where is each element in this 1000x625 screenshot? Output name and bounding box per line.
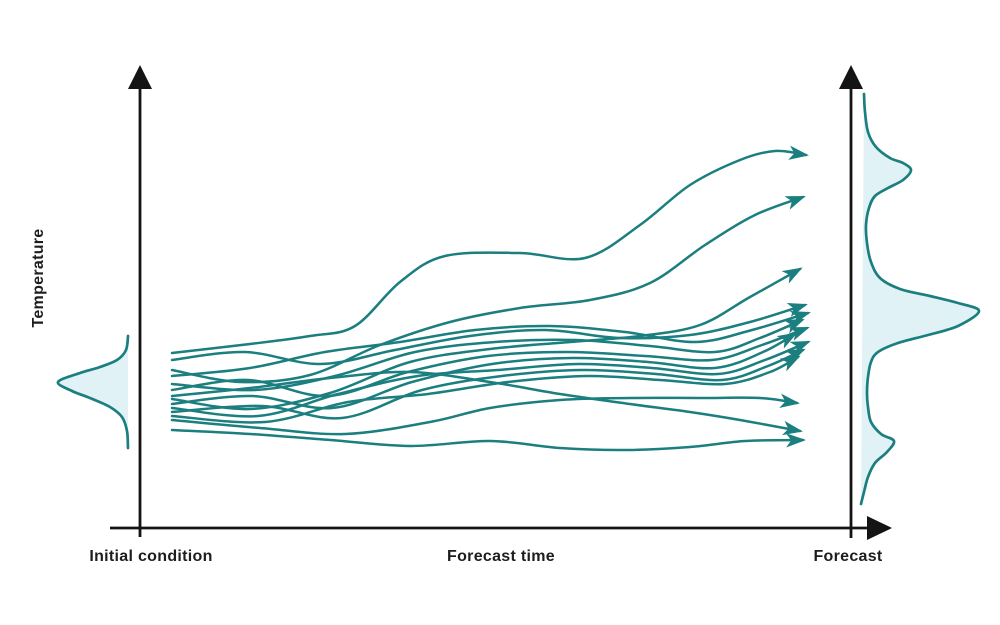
ensemble-member-2	[170, 195, 806, 384]
x-axis-label-forecast-time: Forecast time	[447, 548, 555, 565]
arrow-right-icon	[867, 516, 892, 540]
ensemble-member-7	[170, 326, 810, 398]
ensemble-member-4	[170, 303, 808, 366]
probability-distributions	[56, 92, 981, 506]
ensemble-member-1	[170, 145, 809, 355]
ensemble-member-14	[170, 428, 806, 452]
initial-distribution-fill	[57, 336, 128, 448]
y-axis-label: Temperature	[30, 228, 47, 328]
x-axis-label-forecast: Forecast	[813, 548, 883, 565]
ensemble-member-11	[170, 355, 801, 424]
ensemble-member-12	[170, 393, 800, 436]
axes	[110, 65, 892, 540]
forecast-distribution-curve	[859, 92, 981, 506]
ensemble-member-8	[170, 332, 798, 410]
x-axis-label-initial-condition: Initial condition	[89, 548, 213, 565]
initial-distribution-curve	[56, 334, 130, 450]
ensemble-member-3	[170, 267, 803, 411]
ensemble-member-5	[170, 311, 811, 378]
ensemble-member-10	[170, 348, 806, 420]
arrow-up-icon	[839, 65, 863, 89]
ensemble-members	[170, 145, 811, 452]
ensemble-member-13	[170, 370, 803, 436]
arrow-up-icon	[128, 65, 152, 89]
forecast-distribution-fill	[861, 94, 979, 504]
